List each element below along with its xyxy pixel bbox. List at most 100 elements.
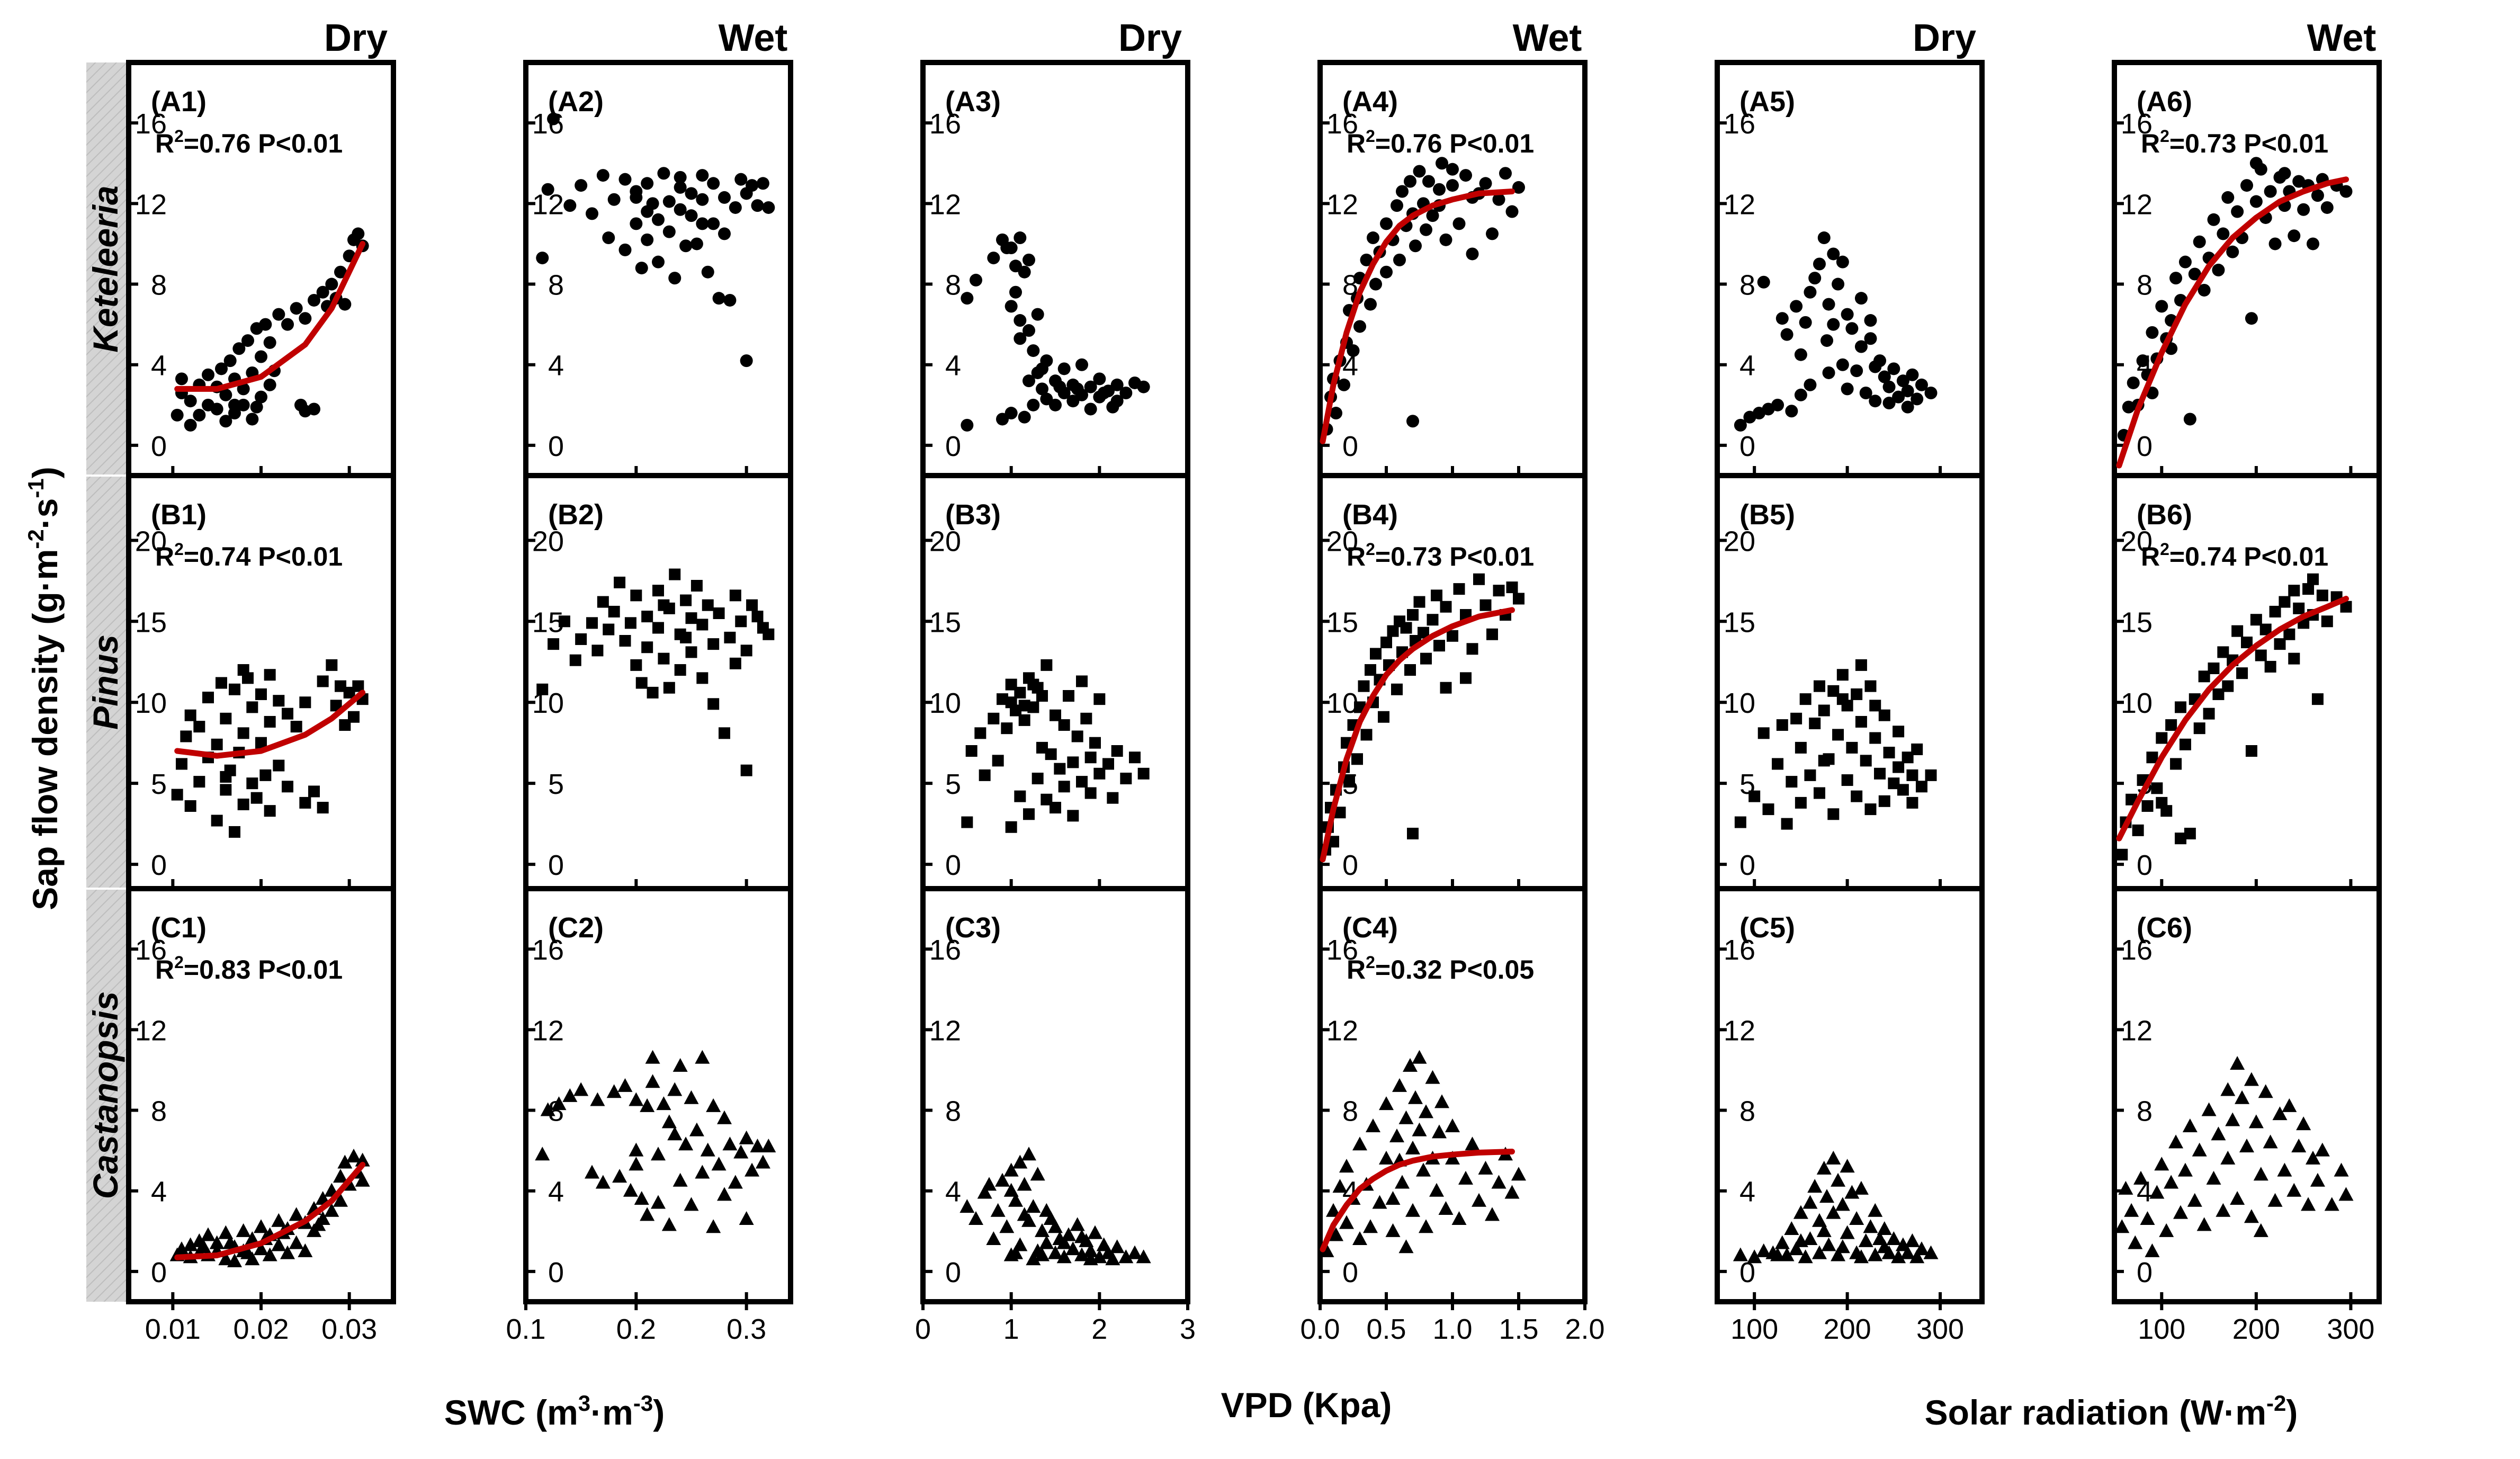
- data-point: [2179, 738, 2191, 750]
- data-point: [1023, 253, 1035, 266]
- data-point: [1136, 1249, 1151, 1264]
- data-point: [1896, 374, 1909, 388]
- y-tick-label: 20: [135, 525, 167, 557]
- data-point: [551, 1096, 567, 1111]
- data-point: [2268, 237, 2282, 250]
- panel-frame: [523, 886, 793, 1304]
- data-point: [1827, 318, 1840, 331]
- data-point: [1049, 398, 1062, 411]
- data-point: [2272, 1106, 2288, 1121]
- data-point: [1353, 320, 1366, 333]
- data-point: [2338, 1187, 2354, 1201]
- y-tick-label: 12: [2121, 1015, 2153, 1046]
- data-point: [1385, 1191, 1401, 1205]
- data-point: [1445, 1150, 1460, 1165]
- data-point: [707, 217, 720, 230]
- x-tick-label: 2: [1091, 1313, 1107, 1345]
- x-tick-label: 0.2: [616, 1313, 656, 1345]
- data-point: [987, 252, 1000, 265]
- data-point: [1831, 1247, 1846, 1261]
- data-point: [1789, 1241, 1804, 1256]
- data-point: [988, 712, 1000, 724]
- data-point: [263, 336, 276, 349]
- data-point: [702, 599, 714, 611]
- data-point: [1795, 796, 1807, 809]
- data-point: [1056, 1235, 1072, 1249]
- data-point: [333, 1193, 348, 1207]
- data-point: [1458, 1170, 1473, 1185]
- y-tick-label: 8: [151, 270, 167, 301]
- data-point: [1023, 324, 1035, 337]
- data-point: [209, 1235, 225, 1249]
- data-point: [1802, 1195, 1818, 1209]
- y-tick-label: 10: [135, 687, 167, 719]
- data-point: [1445, 1118, 1460, 1132]
- panel-frame: [2112, 886, 2382, 1304]
- data-point: [1446, 163, 1459, 176]
- data-point: [1043, 1211, 1059, 1225]
- data-point: [575, 633, 587, 645]
- data-point: [1370, 648, 1382, 660]
- y-tick-label: 8: [2137, 1096, 2153, 1127]
- data-point: [2278, 167, 2291, 180]
- data-point: [661, 1114, 677, 1129]
- data-point: [1419, 1219, 1433, 1233]
- data-point: [1003, 1183, 1019, 1197]
- data-point: [617, 1078, 633, 1092]
- data-point: [1358, 680, 1370, 692]
- data-point: [348, 711, 360, 723]
- data-point: [299, 696, 311, 709]
- y-tick-label: 0: [1342, 849, 1358, 881]
- data-point: [1479, 177, 1492, 190]
- data-point: [635, 677, 648, 689]
- data-point: [669, 568, 681, 580]
- data-point: [1407, 609, 1419, 621]
- data-point: [755, 1154, 770, 1169]
- data-point: [1405, 1203, 1420, 1217]
- data-point: [1863, 1219, 1878, 1233]
- data-point: [2217, 646, 2229, 658]
- data-point: [1840, 1225, 1855, 1239]
- data-point: [1790, 712, 1802, 724]
- data-point: [1807, 1179, 1823, 1193]
- data-point: [237, 398, 250, 411]
- data-point: [1923, 1245, 1939, 1259]
- data-point: [1092, 1249, 1107, 1264]
- panel-frame: [523, 473, 793, 891]
- data-point: [1071, 382, 1084, 396]
- data-point: [2334, 1162, 2349, 1177]
- data-point: [1802, 1231, 1818, 1246]
- x-title-swc: SWC (m3·m-3): [444, 1391, 665, 1432]
- scatter-points: [2117, 157, 2353, 442]
- data-point: [1366, 1118, 1380, 1132]
- data-point: [259, 318, 272, 331]
- data-point: [674, 171, 687, 184]
- data-point: [1436, 157, 1448, 170]
- data-point: [1334, 807, 1346, 819]
- data-point: [968, 1211, 983, 1225]
- data-point: [1869, 700, 1881, 712]
- data-point: [1412, 1050, 1427, 1064]
- y-tick-label: 0: [945, 1257, 961, 1288]
- data-point: [1418, 626, 1429, 639]
- data-point: [1446, 179, 1459, 192]
- data-point: [254, 1219, 268, 1233]
- data-point: [219, 415, 232, 428]
- y-tick-label: 12: [135, 189, 167, 220]
- data-point: [1032, 773, 1044, 784]
- panel-label: (C5): [1739, 912, 1795, 944]
- data-point: [1329, 1227, 1343, 1241]
- data-point: [2184, 828, 2196, 839]
- data-point: [717, 1187, 732, 1201]
- data-point: [2255, 649, 2267, 661]
- data-point: [1775, 312, 1789, 325]
- y-tick-label: 8: [151, 1096, 167, 1127]
- panel-label: (C2): [548, 912, 604, 944]
- data-point: [1075, 358, 1088, 371]
- data-point: [2175, 833, 2186, 845]
- data-point: [1460, 672, 1472, 684]
- y-tick-label: 5: [945, 768, 961, 800]
